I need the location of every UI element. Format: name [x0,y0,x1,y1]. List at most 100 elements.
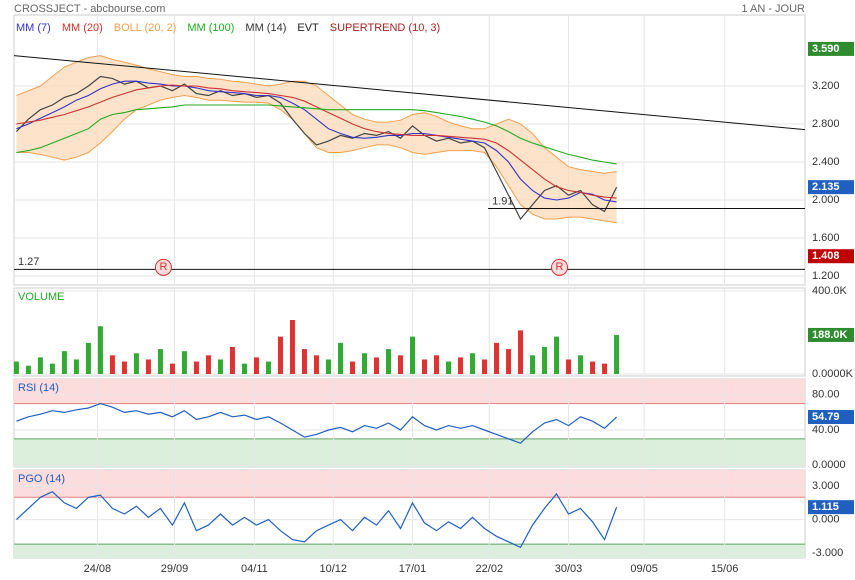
oversold-zone [14,544,805,558]
volume-bar [602,363,608,375]
period: 1 AN - JOUR [741,3,805,15]
legend-entry: MM (100) [187,22,234,34]
y-tick-label: 2.800 [812,118,840,130]
support-label: 1.27 [18,256,39,268]
panel-title: PGO (14) [18,473,65,485]
volume-bar [530,355,536,375]
page-title: CROSSJECT - abcbourse.com [14,3,165,15]
volume-bar [542,346,548,375]
volume-bar [506,349,512,375]
x-tick-label: 17/01 [399,563,427,575]
price-line [15,75,618,221]
value-badge-label: 54.79 [812,411,840,423]
volume-bar [554,336,560,375]
volume-bar [241,363,247,375]
bollinger-lower [16,94,617,224]
volume-bar [169,363,175,375]
x-tick-label: 15/06 [711,563,739,575]
marker [154,258,172,276]
x-tick-label: 22/02 [476,563,504,575]
volume-bar [133,353,139,375]
bollinger-upper [16,55,617,174]
y-tick-label: -3.000 [812,547,843,559]
marker-label: R [556,261,564,273]
y-tick-label: 2.000 [812,194,840,206]
indicator-line [15,490,618,549]
value-badge [808,249,854,264]
x-tick-label: 30/03 [555,563,583,575]
volume-bar [181,351,187,375]
support-label: 1.91 [492,195,513,207]
volume-bar [518,330,524,375]
moving-average [16,104,617,165]
volume-bar [85,342,91,375]
volume-bar [157,349,163,375]
moving-average [16,80,617,203]
legend-entry: SUPERTREND (10, 3) [330,22,440,34]
y-tick-label: 80.00 [812,389,840,401]
volume-bar [482,359,488,375]
volume-bar [578,355,584,375]
x-tick-label: 04/11 [241,563,268,575]
volume-bar [434,355,440,375]
volume-bar [446,361,452,375]
volume-bar [73,359,79,375]
volume-bar [265,361,271,375]
volume-bar [289,319,295,375]
marker [551,258,569,276]
y-tick-label: 40.00 [812,424,840,436]
y-tick-label: 400.0K [812,285,848,297]
volume-bar [470,353,476,375]
volume-bar [193,361,199,375]
oversold-zone [14,438,805,467]
y-tick-label: 1.200 [812,270,840,282]
indicator-line [16,402,618,444]
marker-label: R [159,261,167,273]
value-badge-label: 3.590 [812,43,840,55]
y-tick-label: 3.200 [812,80,840,92]
panel [13,287,806,377]
volume-bar [61,351,67,375]
x-tick-label: 29/09 [161,563,189,575]
volume-bar [25,365,31,375]
legend-entry: MM (7) [16,22,51,34]
value-badge-label: 1.115 [812,501,839,513]
value-badge-label: 188.0K [812,329,848,341]
volume-bar [590,361,596,375]
volume-bar [109,355,115,375]
volume-bar [422,359,428,375]
legend-entry: EVT [297,22,319,34]
legend-entry: MM (20) [62,22,103,34]
volume-bar [97,326,103,375]
volume-bar [410,336,416,375]
volume-bar [301,349,307,375]
volume-bar [349,361,355,375]
y-tick-label: 2.400 [812,156,840,168]
moving-average [16,84,617,199]
volume-bar [229,346,235,375]
bollinger-band [16,55,617,223]
value-badge [808,180,854,195]
legend-entry: BOLL (20, 2) [114,22,177,34]
y-tick-label: 0.0000 [812,459,846,471]
volume-bar [361,353,367,375]
panel-title: RSI (14) [18,382,59,394]
volume-bar [494,342,500,375]
volume-bar [313,355,319,375]
volume-bar [49,363,55,375]
volume-bar [385,349,391,375]
volume-bar [397,355,403,375]
overbought-zone [14,470,805,498]
x-tick-label: 09/05 [630,563,658,575]
x-tick-label: 10/12 [320,563,348,575]
value-badge [808,410,854,425]
y-tick-label: 3.000 [812,480,840,492]
panel-title: VOLUME [18,291,64,303]
volume-bar [566,359,572,375]
volume-bar [13,361,19,375]
overbought-zone [14,379,805,404]
y-tick-label: 1.600 [812,232,840,244]
volume-bar [253,357,259,375]
volume-bar [373,357,379,375]
